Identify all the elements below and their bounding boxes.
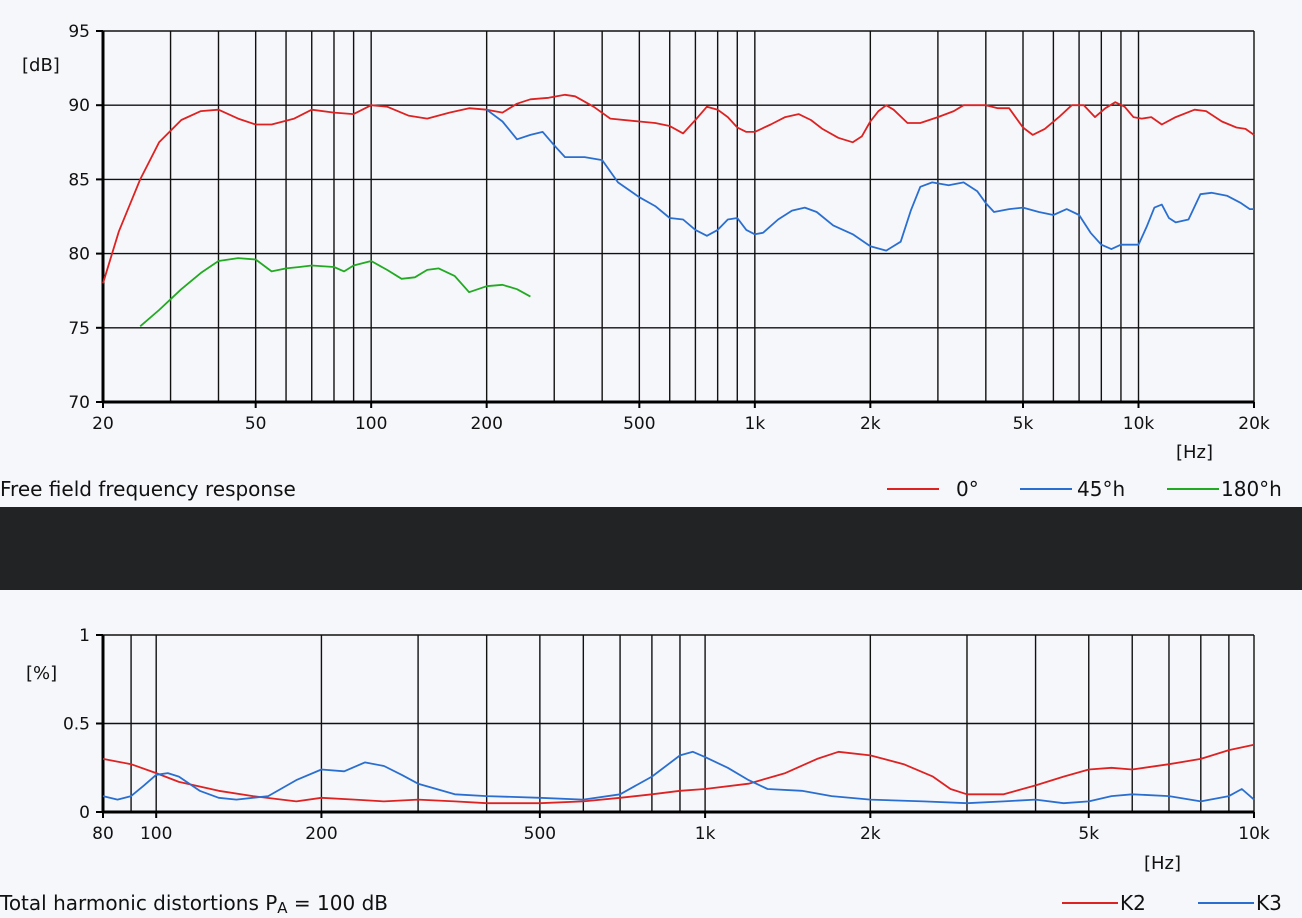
fr-x-tick-label: 10k bbox=[1123, 414, 1155, 434]
thd-x-tick-label: 1k bbox=[695, 824, 716, 844]
thd-x-tick-label: 2k bbox=[860, 824, 881, 844]
thd-x-tick-label: 100 bbox=[140, 824, 172, 844]
fr-x-axis-label: [Hz] bbox=[1176, 442, 1213, 463]
fr-series-group bbox=[102, 93, 1255, 327]
fr-caption: Free field frequency response bbox=[0, 477, 296, 501]
thd-legend-label-2: K3 bbox=[1256, 891, 1282, 915]
fr-legend: 0° 45°h 180°h bbox=[887, 477, 1282, 501]
thd-labels: [%] [Hz] Total harmonic distortions PA =… bbox=[0, 663, 1181, 917]
thd-series-1-line bbox=[102, 743, 1255, 805]
fr-y-tick-label: 80 bbox=[68, 245, 90, 265]
fr-x-tick-label: 100 bbox=[355, 414, 387, 434]
thd-x-tick-label: 10k bbox=[1238, 824, 1270, 844]
thd-legend-label-1: K2 bbox=[1120, 891, 1146, 915]
thd-chart: 0 0.5 1 80 100 200 500 1k 2k 5k 10k [%] [Hz] Total… bbox=[0, 626, 1282, 917]
fr-labels: [dB] [Hz] Free field frequency response bbox=[0, 55, 1213, 501]
thd-y-axis-label: [%] bbox=[26, 663, 57, 684]
fr-x-tick-label: 20 bbox=[92, 414, 114, 434]
fr-y-tick-label: 85 bbox=[68, 170, 90, 190]
thd-caption-suffix: = 100 dB bbox=[288, 891, 388, 915]
fr-y-tick-label: 75 bbox=[68, 319, 90, 339]
fr-y-axis-label: [dB] bbox=[22, 55, 60, 76]
fr-legend-label-2: 45°h bbox=[1077, 477, 1125, 501]
thd-x-tick-label: 5k bbox=[1078, 824, 1099, 844]
thd-panel: 0 0.5 1 80 100 200 500 1k 2k 5k 10k [%] [Hz] Total… bbox=[0, 590, 1302, 918]
fr-x-tick-label: 5k bbox=[1013, 414, 1034, 434]
thd-x-tick-label: 200 bbox=[305, 824, 337, 844]
fr-y-tick-label: 70 bbox=[68, 393, 90, 413]
fr-grid: 70 75 80 85 90 95 20 50 100 200 500 1k 2k 5k 10k 20k bbox=[68, 22, 1270, 434]
thd-legend: K2 K3 bbox=[1062, 891, 1282, 915]
thd-x-tick-label: 80 bbox=[92, 824, 114, 844]
thd-grid: 0 0.5 1 80 100 200 500 1k 2k 5k 10k bbox=[63, 626, 1270, 844]
thd-series-2-line bbox=[102, 750, 1255, 805]
fr-series-3-line bbox=[139, 257, 531, 327]
thd-y-tick-label: 0.5 bbox=[63, 715, 90, 735]
fr-legend-label-3: 180°h bbox=[1221, 477, 1282, 501]
panel-divider bbox=[0, 507, 1302, 590]
frequency-response-chart: 70 75 80 85 90 95 20 50 100 200 500 1k 2k 5k 10k 20k [d… bbox=[0, 22, 1282, 501]
thd-caption-subscript: A bbox=[277, 899, 288, 917]
thd-series-group bbox=[102, 743, 1255, 805]
thd-y-tick-label: 0 bbox=[79, 803, 90, 823]
fr-x-tick-label: 50 bbox=[245, 414, 267, 434]
frequency-response-panel: 70 75 80 85 90 95 20 50 100 200 500 1k 2k 5k 10k 20k [d… bbox=[0, 22, 1282, 501]
thd-caption: Total harmonic distortions PA = 100 dB bbox=[0, 891, 388, 917]
fr-x-tick-label: 500 bbox=[623, 414, 655, 434]
fr-x-tick-label: 2k bbox=[860, 414, 881, 434]
fr-y-tick-label: 95 bbox=[68, 22, 90, 42]
fr-series-1-line bbox=[102, 93, 1255, 284]
thd-y-tick-label: 1 bbox=[79, 626, 90, 646]
thd-x-tick-label: 500 bbox=[524, 824, 556, 844]
fr-x-tick-label: 20k bbox=[1238, 414, 1270, 434]
fr-legend-label-1: 0° bbox=[956, 477, 979, 501]
thd-x-axis-label: [Hz] bbox=[1144, 853, 1181, 874]
fr-y-tick-label: 90 bbox=[68, 96, 90, 116]
fr-series-2-line bbox=[486, 108, 1254, 252]
fr-x-tick-label: 200 bbox=[470, 414, 502, 434]
thd-caption-prefix: Total harmonic distortions P bbox=[0, 891, 277, 915]
fr-x-tick-label: 1k bbox=[745, 414, 766, 434]
